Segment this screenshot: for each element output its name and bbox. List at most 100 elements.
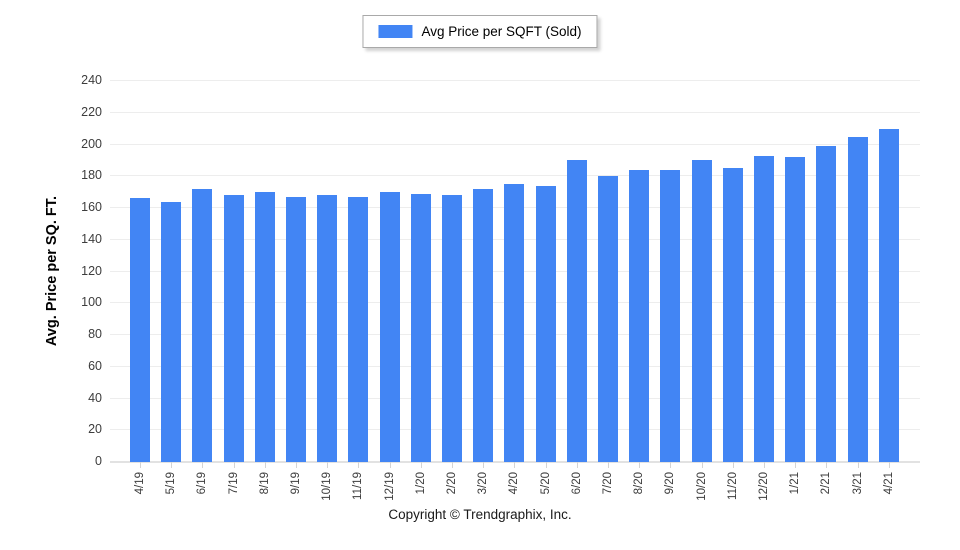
- x-tick-label-3/20: 3/20: [477, 472, 490, 495]
- bar-11/20: [722, 168, 743, 462]
- legend-label: Avg Price per SQFT (Sold): [421, 24, 582, 39]
- y-tick-label-180: 180: [81, 168, 102, 183]
- x-tick-mark-3/21: [857, 462, 859, 468]
- y-tick-label-20: 20: [88, 422, 102, 437]
- bar-6/20: [566, 160, 587, 462]
- y-tick-label-80: 80: [88, 327, 102, 341]
- bar-6/19: [192, 188, 213, 462]
- x-tick-label-9/20: 9/20: [664, 472, 677, 495]
- gridline-200: [110, 143, 920, 145]
- x-tick-label-9/19: 9/19: [290, 472, 302, 495]
- bar-10/19: [317, 195, 338, 462]
- x-tick-label-7/20: 7/20: [602, 472, 614, 495]
- gridline-240: [110, 80, 920, 81]
- bar-11/19: [348, 196, 369, 462]
- x-tick-label-2/20: 2/20: [446, 472, 458, 495]
- x-tick-label-8/19: 8/19: [258, 472, 271, 495]
- bar-12/19: [379, 192, 400, 462]
- bar-1/20: [410, 193, 431, 462]
- bar-9/19: [286, 196, 306, 462]
- x-tick-label-4/21: 4/21: [882, 472, 895, 495]
- x-tick-mark-1/20: [420, 462, 422, 468]
- y-tick-label-200: 200: [81, 136, 102, 151]
- x-tick-label-11/19: 11/19: [352, 472, 365, 500]
- x-tick-label-10/20: 10/20: [695, 472, 708, 501]
- x-tick-label-6/20: 6/20: [570, 472, 583, 495]
- bar-7/19: [223, 195, 244, 462]
- x-tick-mark-2/21: [826, 462, 828, 468]
- bar-4/21: [878, 128, 899, 462]
- bar-2/20: [442, 195, 462, 462]
- x-tick-label-4/20: 4/20: [508, 472, 521, 495]
- bar-4/20: [504, 184, 525, 462]
- x-tick-label-4/19: 4/19: [134, 472, 146, 495]
- x-tick-mark-6/19: [202, 462, 204, 468]
- x-tick-label-5/20: 5/20: [539, 472, 552, 495]
- x-tick-mark-9/20: [670, 462, 672, 468]
- plot-area: [110, 80, 920, 463]
- y-tick-label-120: 120: [81, 263, 102, 278]
- legend-swatch-icon: [378, 25, 413, 38]
- gridline-180: [110, 175, 920, 177]
- x-tick-label-5/19: 5/19: [165, 472, 178, 495]
- y-tick-label-0: 0: [95, 454, 102, 468]
- x-tick-mark-5/20: [545, 462, 547, 468]
- y-axis-tick-labels: 0 20 40 60 80 100 120 140 160 180 200 220 240: [0, 73, 102, 468]
- gridline-220: [110, 111, 920, 113]
- y-tick-label-160: 160: [81, 200, 102, 214]
- legend: Avg Price per SQFT (Sold): [362, 15, 598, 48]
- y-tick-label-220: 220: [81, 104, 102, 119]
- x-tick-mark-11/19: [358, 462, 360, 468]
- x-tick-mark-10/19: [327, 462, 329, 468]
- x-tick-mark-2/20: [452, 462, 453, 468]
- x-tick-label-2/21: 2/21: [820, 472, 833, 495]
- bar-5/20: [535, 185, 556, 462]
- x-tick-mark-10/20: [701, 462, 703, 468]
- copyright-text: Copyright © Trendgraphix, Inc.: [388, 507, 572, 522]
- bar-3/21: [847, 136, 868, 462]
- bar-7/20: [598, 176, 618, 462]
- x-tick-label-3/21: 3/21: [851, 472, 864, 495]
- x-tick-mark-7/19: [233, 462, 235, 468]
- y-tick-label-140: 140: [81, 231, 102, 246]
- x-tick-label-7/19: 7/19: [227, 472, 240, 495]
- x-tick-mark-7/20: [608, 462, 609, 468]
- x-tick-mark-4/20: [514, 462, 516, 468]
- x-tick-mark-12/20: [764, 462, 765, 468]
- y-tick-label-240: 240: [81, 73, 102, 87]
- x-tick-mark-11/20: [732, 462, 734, 468]
- x-tick-mark-6/20: [576, 462, 578, 468]
- bar-3/20: [473, 188, 494, 462]
- bar-2/21: [816, 146, 837, 462]
- x-tick-label-1/21: 1/21: [789, 472, 802, 495]
- y-tick-label-100: 100: [81, 295, 102, 310]
- x-tick-label-12/20: 12/20: [758, 472, 770, 501]
- x-tick-label-11/20: 11/20: [726, 472, 739, 500]
- bar-5/19: [161, 201, 182, 462]
- x-tick-mark-4/21: [888, 462, 890, 468]
- x-tick-mark-12/19: [389, 462, 391, 468]
- x-tick-label-10/19: 10/19: [321, 472, 334, 501]
- y-tick-label-60: 60: [88, 358, 102, 373]
- x-tick-mark-8/19: [264, 462, 266, 468]
- x-tick-mark-9/19: [296, 462, 297, 468]
- x-tick-label-8/20: 8/20: [633, 472, 646, 495]
- bar-4/19: [130, 198, 150, 462]
- x-tick-label-6/19: 6/19: [196, 472, 209, 495]
- x-tick-mark-3/20: [483, 462, 485, 468]
- x-tick-label-1/20: 1/20: [414, 472, 427, 495]
- bar-1/21: [785, 157, 806, 462]
- bar-9/20: [660, 169, 681, 462]
- y-tick-label-40: 40: [88, 390, 102, 405]
- x-tick-mark-8/20: [639, 462, 641, 468]
- bar-12/20: [754, 155, 774, 462]
- x-tick-mark-4/19: [140, 462, 141, 468]
- x-tick-mark-1/21: [795, 462, 797, 468]
- bar-8/20: [629, 169, 650, 462]
- bar-10/20: [691, 160, 712, 462]
- x-axis-tick-marks: [110, 462, 920, 469]
- x-tick-mark-5/19: [171, 462, 173, 468]
- bar-8/19: [254, 192, 275, 462]
- x-tick-label-12/19: 12/19: [383, 472, 396, 501]
